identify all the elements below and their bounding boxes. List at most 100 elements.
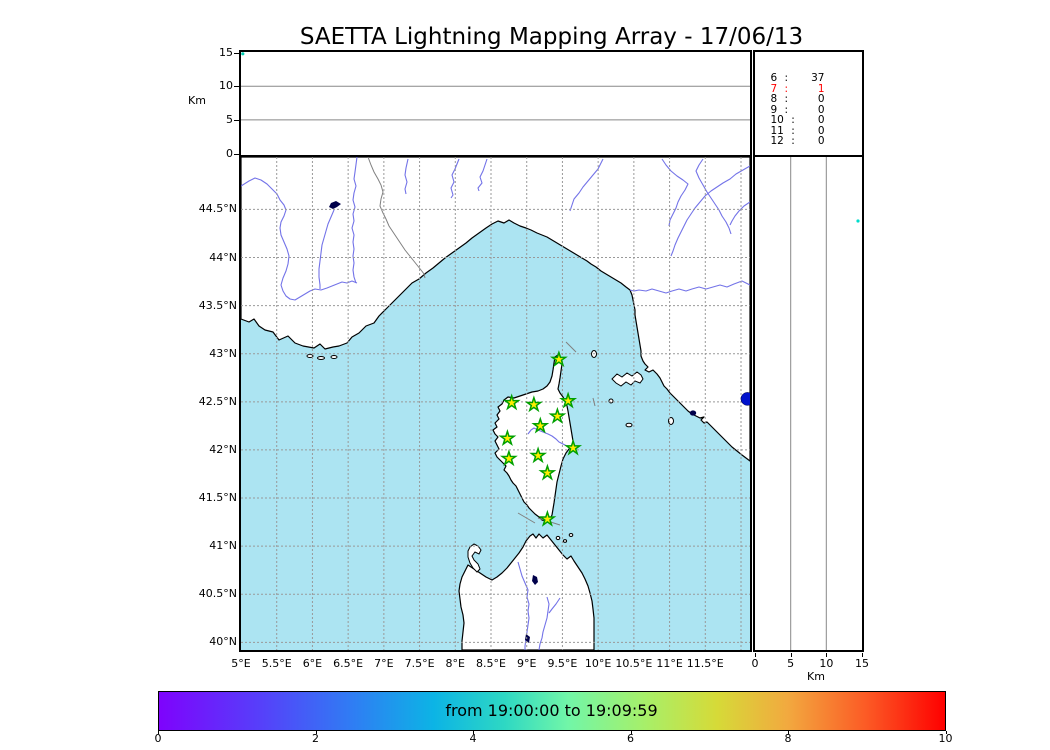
river-edge-branch bbox=[729, 201, 750, 225]
river-serchio bbox=[694, 158, 732, 234]
river-golo bbox=[527, 426, 572, 449]
lat-tick-label: 43.5°N bbox=[198, 298, 237, 312]
stray-point bbox=[855, 218, 860, 223]
alt-tick-label: 5 bbox=[226, 112, 233, 126]
lat-tick-label: 43°N bbox=[209, 346, 237, 360]
lon-tick-label: 9°E bbox=[516, 657, 537, 670]
km-tick-mark bbox=[755, 652, 756, 657]
altitude-axis-label: Km bbox=[188, 94, 206, 107]
colorbar-tick-mark bbox=[630, 730, 632, 734]
stat-row: 7 : 1 bbox=[770, 82, 825, 95]
colorbar-tick-mark bbox=[473, 730, 474, 734]
colorbar-tick-label: 10 bbox=[938, 732, 953, 745]
km-tick-label: 5 bbox=[787, 657, 795, 670]
map-panel bbox=[238, 154, 752, 652]
lat-tick-label: 41°N bbox=[209, 539, 237, 553]
lon-tick-label: 11.5°E bbox=[686, 657, 724, 670]
lon-tick-label: 6.5°E bbox=[333, 657, 364, 670]
stat-colon: : bbox=[787, 135, 795, 147]
km-tick-mark bbox=[861, 652, 863, 657]
stat-row: 10 : 0 bbox=[771, 115, 825, 126]
km-axis-label: Km bbox=[807, 670, 825, 683]
stat-row: 11 : 0 bbox=[770, 124, 825, 137]
stat-colon: : bbox=[787, 114, 795, 126]
colorbar-tick-mark bbox=[315, 730, 317, 734]
colorbar-tick-label: 6 bbox=[627, 732, 634, 745]
sardinia-lake-2 bbox=[524, 633, 530, 643]
asinara-island bbox=[467, 542, 482, 573]
altitude-latitude-plot bbox=[789, 156, 860, 650]
stray-point bbox=[240, 51, 244, 55]
river-northern-apennine bbox=[669, 165, 750, 256]
stat-count: 0 bbox=[817, 103, 825, 116]
alt-tick-mark bbox=[234, 86, 239, 88]
alt-tick-mark bbox=[234, 52, 239, 54]
stat-count: 37 bbox=[811, 72, 825, 84]
altitude-longitude-plot bbox=[240, 51, 750, 120]
river-sardinia-branch bbox=[548, 597, 560, 613]
stat-colon: : bbox=[781, 93, 789, 105]
montecristo-island bbox=[608, 398, 613, 403]
stat-stations: 8 bbox=[770, 93, 778, 105]
stat-stations: 9 bbox=[770, 103, 778, 116]
stat-stations: 11 bbox=[770, 124, 784, 137]
map bbox=[240, 156, 750, 650]
km-tick-label: 10 bbox=[819, 657, 834, 670]
stat-count: 0 bbox=[817, 114, 825, 126]
lon-tick-label: 9.5°E bbox=[547, 657, 578, 670]
stat-colon: : bbox=[781, 103, 789, 116]
station-count-list: 6 : 37 7 : 1 8 : 0 9 : 0 10 : 0 11 : 0 12 : 0 bbox=[771, 73, 825, 147]
colorbar-tick-mark bbox=[158, 730, 159, 734]
stat-stations: 6 bbox=[770, 72, 778, 84]
stat-count: 0 bbox=[817, 135, 825, 147]
flash-sources bbox=[740, 391, 750, 406]
lat-tick-label: 42.5°N bbox=[198, 394, 237, 408]
lat-tick-label: 40°N bbox=[209, 635, 237, 649]
corsica-landmass bbox=[491, 353, 574, 522]
stat-colon: : bbox=[781, 72, 789, 84]
stat-colon: : bbox=[787, 124, 795, 137]
alt-tick-mark bbox=[234, 153, 239, 155]
km-tick-label: 15 bbox=[854, 657, 869, 670]
lat-tick-label: 40.5°N bbox=[198, 587, 237, 601]
altitude-vs-latitude-panel bbox=[752, 154, 864, 652]
lat-tick-label: 44°N bbox=[209, 250, 237, 264]
maddalena-island-2 bbox=[562, 538, 567, 543]
alt-tick-mark bbox=[234, 119, 239, 121]
sardinia-landmass bbox=[457, 532, 595, 650]
lat-tick-label: 44.5°N bbox=[198, 202, 237, 216]
page-title: SAETTA Lightning Mapping Array - 17/06/1… bbox=[299, 24, 804, 50]
lon-tick-label: 10.5°E bbox=[615, 657, 653, 670]
km-tick-label: 0 bbox=[751, 657, 759, 670]
lon-tick-label: 8.5°E bbox=[476, 657, 506, 670]
river-verdon bbox=[350, 156, 358, 283]
km-tick-mark bbox=[826, 652, 828, 657]
colorbar-tick-mark bbox=[788, 730, 789, 734]
stat-stations: 7 bbox=[770, 82, 778, 95]
france-italy-border bbox=[367, 156, 425, 278]
stat-row: 6 : 37 bbox=[771, 73, 825, 84]
lon-tick-label: 10°E bbox=[584, 657, 612, 670]
sardinia-lake-1 bbox=[531, 574, 538, 585]
hyeres-island-2 bbox=[316, 355, 325, 360]
lon-tick-label: 7°E bbox=[374, 657, 394, 670]
river-from-lake bbox=[317, 209, 335, 289]
pianosa-island bbox=[625, 422, 632, 427]
colorbar-tick-label: 4 bbox=[469, 732, 477, 745]
river-sardinia-east bbox=[537, 596, 550, 650]
altitude-vs-longitude-panel bbox=[238, 49, 752, 157]
lon-tick-label: 5°E bbox=[231, 657, 251, 670]
maddalena-island-3 bbox=[568, 532, 573, 537]
stat-count: 0 bbox=[817, 93, 825, 105]
lon-tick-label: 5.5°E bbox=[261, 657, 292, 670]
graticule bbox=[240, 156, 750, 650]
stat-count: 0 bbox=[817, 124, 825, 137]
km-tick-mark bbox=[790, 652, 792, 657]
river-arno bbox=[629, 279, 750, 294]
stat-stations: 10 bbox=[770, 114, 784, 126]
stat-colon: : bbox=[781, 82, 789, 95]
river-var bbox=[403, 158, 409, 194]
stat-row: 12 : 0 bbox=[771, 136, 825, 147]
colorbar-tick-mark bbox=[945, 730, 947, 734]
